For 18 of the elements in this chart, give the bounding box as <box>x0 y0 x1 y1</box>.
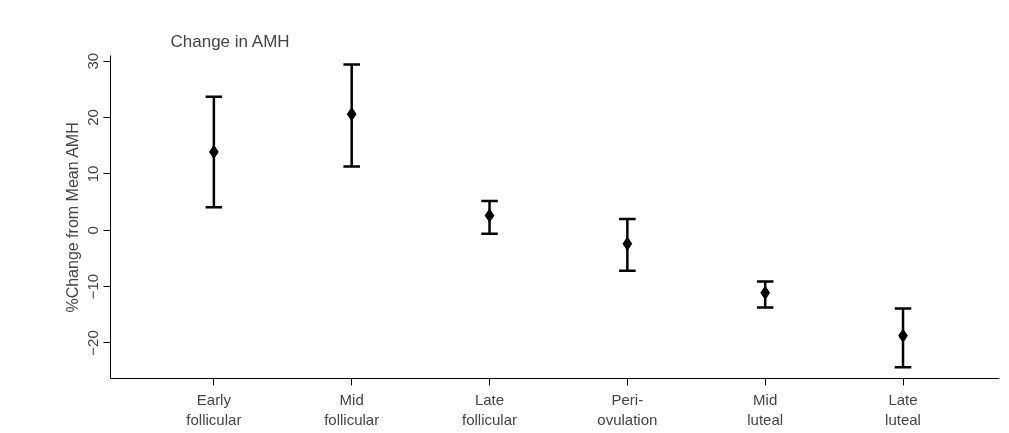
x-tick-label: Early follicular <box>186 390 242 428</box>
chart-title: Change in AMH <box>170 31 290 51</box>
x-tick-label: Mid follicular <box>324 390 380 428</box>
y-axis-title: %Change from Mean AMH <box>63 122 81 313</box>
y-tick-label: 0 <box>84 226 102 235</box>
y-tick-label: 20 <box>84 109 102 126</box>
point <box>622 236 633 251</box>
y-tick-label: 30 <box>84 52 102 70</box>
y-tick-label: −20 <box>84 330 102 356</box>
point <box>484 208 495 223</box>
x-tick-label: Mid luteal <box>747 390 784 428</box>
y-tick-label: 10 <box>84 165 102 183</box>
point <box>346 107 357 122</box>
x-tick-label: Late luteal <box>885 390 921 428</box>
x-tick-label: Peri- ovulation <box>597 390 658 428</box>
x-tick-label: Late follicular <box>462 390 518 428</box>
y-tick-label: −10 <box>84 273 102 300</box>
point <box>760 285 771 300</box>
